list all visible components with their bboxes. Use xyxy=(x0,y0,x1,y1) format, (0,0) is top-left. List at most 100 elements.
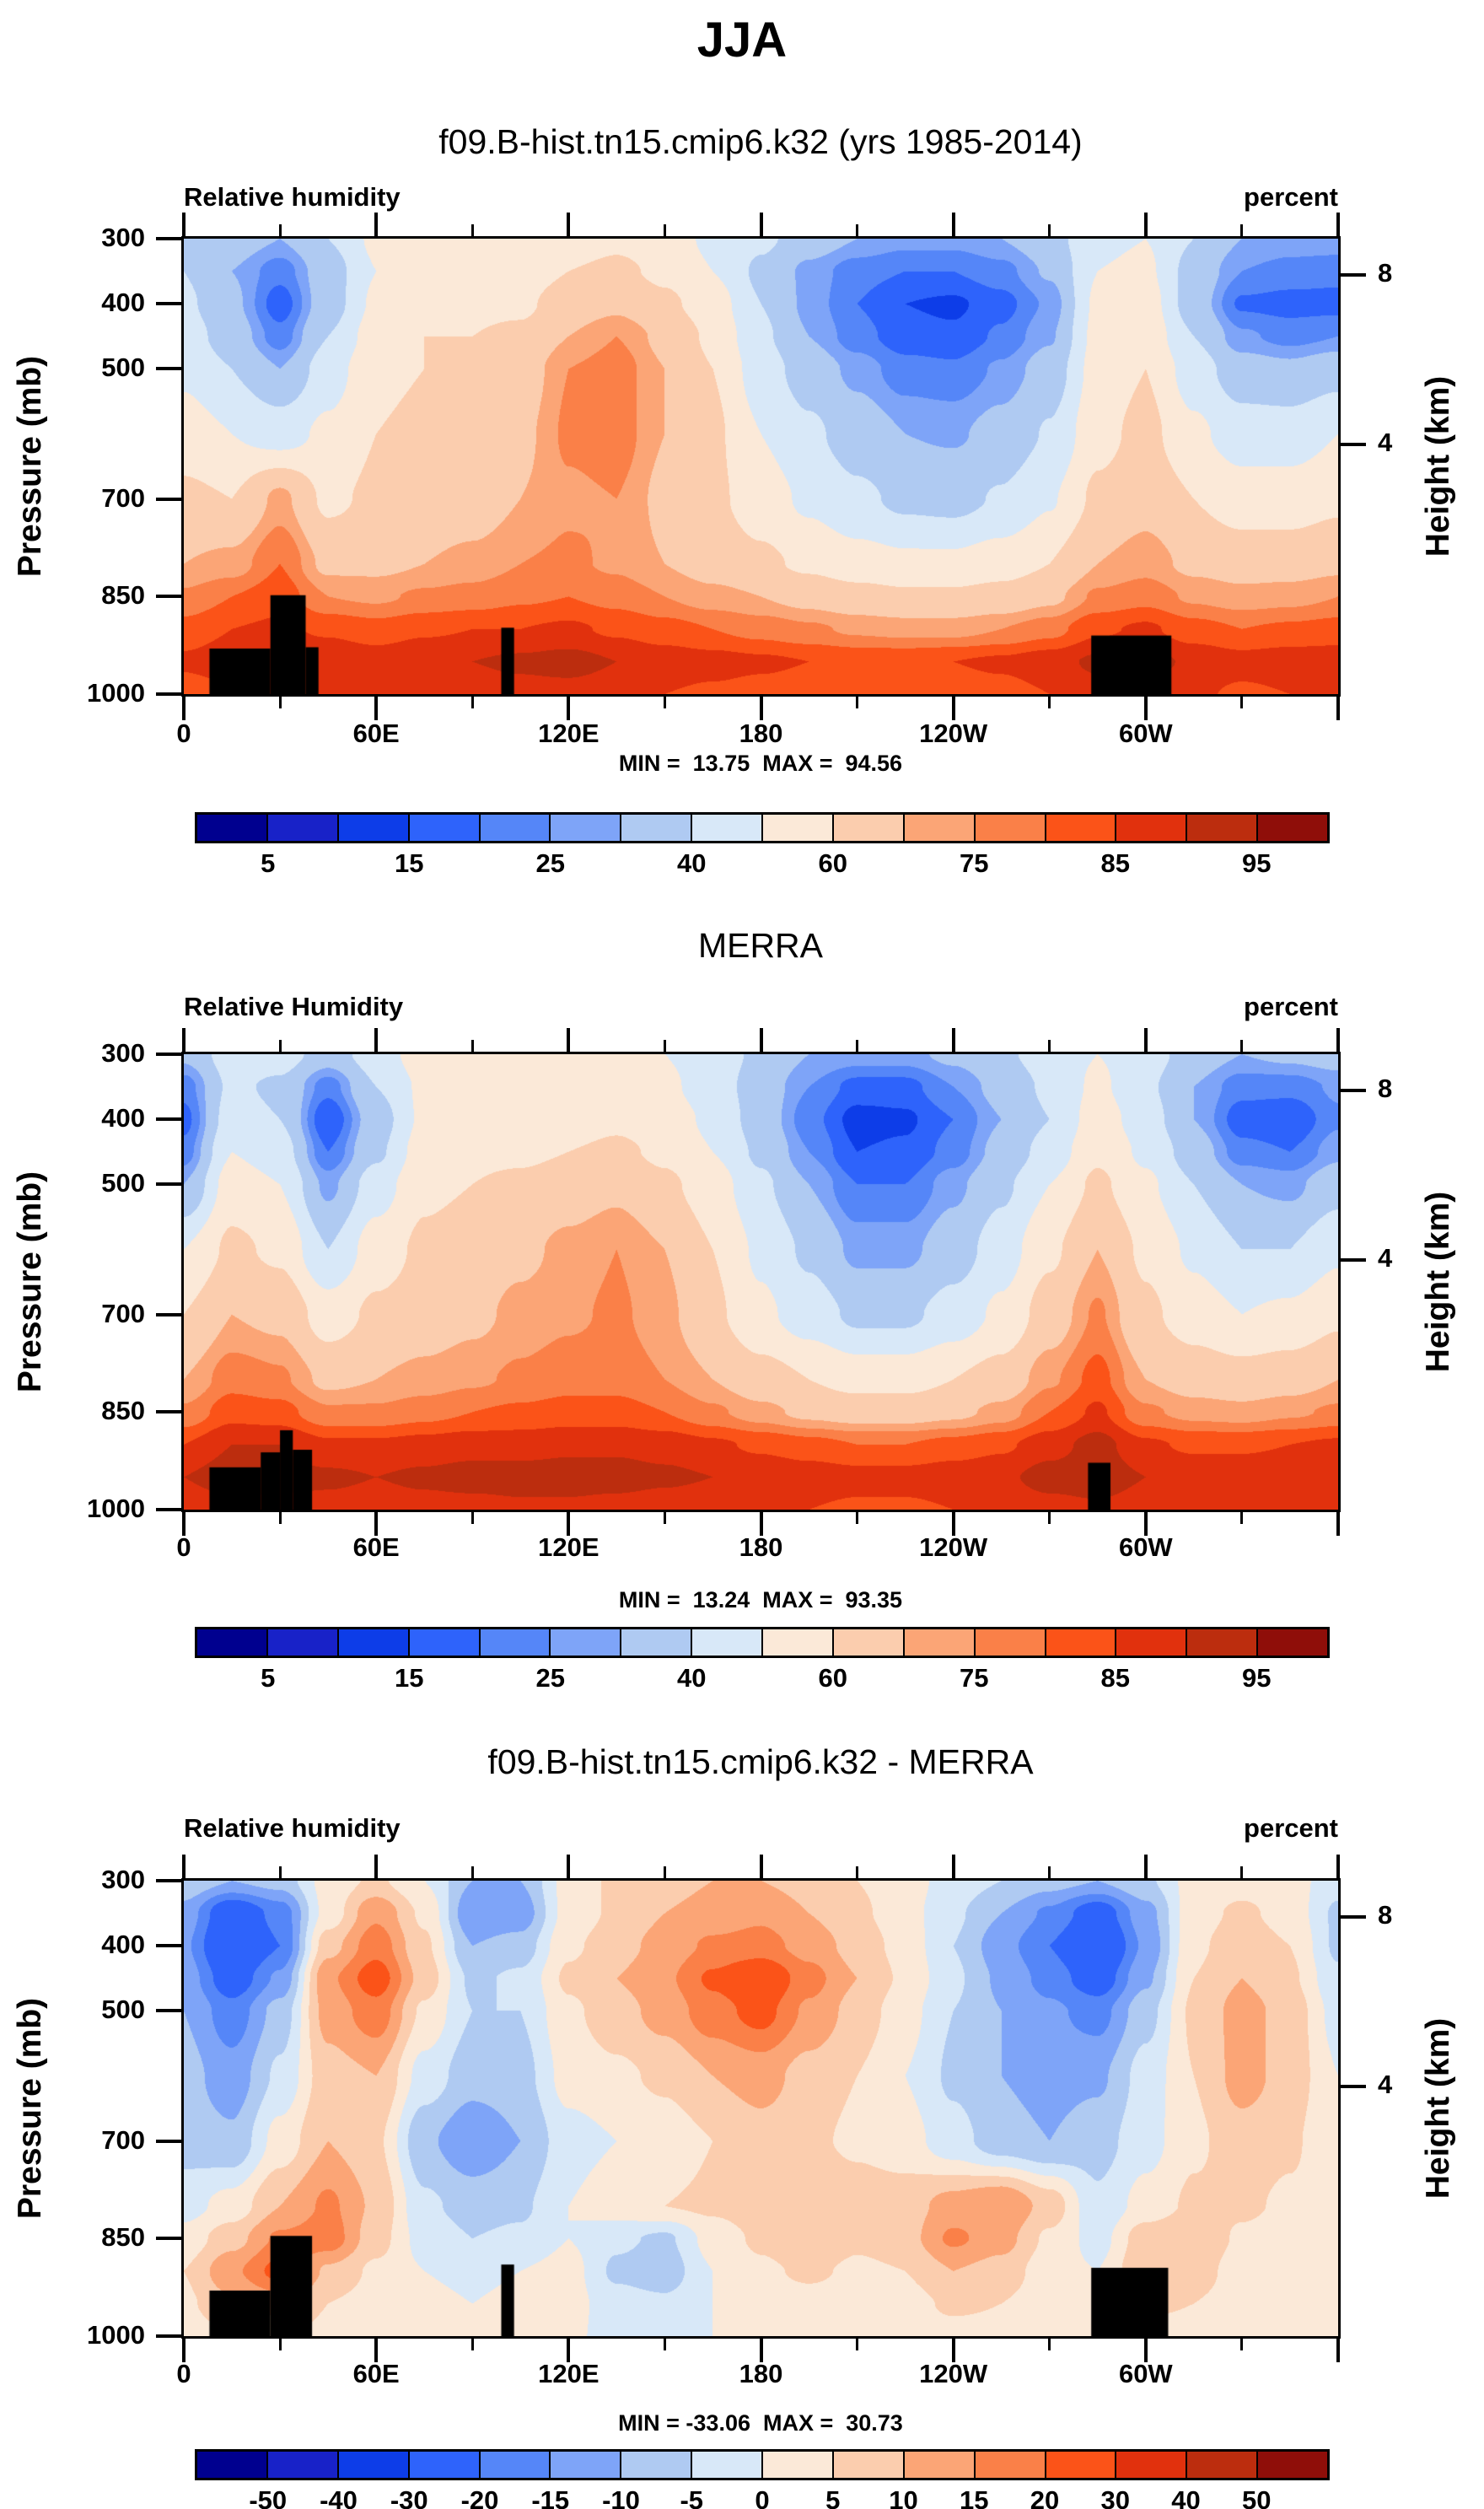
colorbar-cell xyxy=(761,815,832,841)
height-tick xyxy=(1341,1257,1366,1262)
x-tick-major xyxy=(1336,213,1340,236)
pressure-tick xyxy=(156,1182,181,1187)
colorbar-cell xyxy=(478,1629,550,1656)
colorbar xyxy=(195,1627,1330,1658)
minmax-text: MIN = -33.06 MAX = 30.73 xyxy=(618,2410,903,2436)
height-tick-label: 4 xyxy=(1378,1242,1393,1273)
colorbar-label: 40 xyxy=(677,1663,707,1693)
colorbar-label: 40 xyxy=(677,848,707,878)
colorbar-label: 60 xyxy=(818,848,847,878)
colorbar-cell xyxy=(1186,815,1257,841)
x-tick-minor xyxy=(278,224,282,236)
pressure-axis-title: Pressure (mb) xyxy=(12,355,48,578)
x-tick-major xyxy=(1143,697,1148,720)
colorbar-label: -10 xyxy=(602,2485,640,2509)
height-tick xyxy=(1341,2084,1366,2088)
colorbar-cell xyxy=(1044,815,1116,841)
pressure-tick-label: 850 xyxy=(101,580,145,611)
colorbar-cell xyxy=(831,2452,903,2478)
colorbar-cell xyxy=(1044,2452,1116,2478)
pressure-tick-label: 700 xyxy=(101,482,145,513)
height-tick-label: 4 xyxy=(1378,2069,1393,2099)
colorbar-label: 25 xyxy=(535,1663,565,1693)
colorbar-label: 75 xyxy=(960,1663,989,1693)
colorbar-label: 15 xyxy=(395,1663,424,1693)
x-tick-minor xyxy=(1240,2339,1244,2350)
x-tick-major xyxy=(951,1028,955,1052)
xtick-label: 60E xyxy=(352,719,400,748)
pressure-tick xyxy=(156,2237,181,2241)
colorbar-cell xyxy=(1256,1629,1327,1656)
xtick-label: 120E xyxy=(538,719,600,748)
plot-frame xyxy=(181,236,1341,697)
xtick-label: 180 xyxy=(739,2359,783,2388)
colorbar-label: 75 xyxy=(960,848,989,878)
colorbar-cell xyxy=(973,1629,1045,1656)
colorbar-cell xyxy=(549,1629,621,1656)
x-tick-major xyxy=(374,1512,379,1536)
xtick-label: 120W xyxy=(919,2359,988,2388)
panel-title: f09.B-hist.tn15.cmip6.k32 - MERRA xyxy=(487,1742,1034,1781)
colorbar-label: 95 xyxy=(1242,848,1272,878)
colorbar-label: 40 xyxy=(1171,2485,1201,2509)
pressure-tick xyxy=(156,1944,181,1948)
xtick-label: 180 xyxy=(739,1532,783,1562)
x-tick-major xyxy=(1143,1855,1148,1878)
colorbar-label: 5 xyxy=(261,848,276,878)
unit-label: percent xyxy=(1244,992,1338,1021)
xtick-label: 0 xyxy=(176,1532,191,1562)
pressure-tick-label: 1000 xyxy=(87,678,145,708)
minmax-text: MIN = 13.75 MAX = 94.56 xyxy=(618,751,903,776)
height-tick xyxy=(1341,1089,1366,1093)
minmax-text: MIN = 13.24 MAX = 93.35 xyxy=(618,1587,903,1613)
contour-field-canvas xyxy=(184,1881,1338,2336)
height-tick-label: 8 xyxy=(1378,1900,1393,1930)
colorbar-cell xyxy=(973,815,1045,841)
pressure-tick xyxy=(156,1879,181,1882)
x-tick-minor xyxy=(663,697,666,708)
pressure-tick xyxy=(156,1508,181,1511)
height-tick-label: 4 xyxy=(1378,427,1393,457)
pressure-tick-label: 850 xyxy=(101,1396,145,1426)
x-tick-minor xyxy=(1240,1866,1244,1878)
x-tick-major xyxy=(182,1028,186,1052)
xtick-label: 60W xyxy=(1118,1532,1173,1562)
xtick-label: 120E xyxy=(538,2359,600,2388)
colorbar-label: 15 xyxy=(960,2485,989,2509)
pressure-tick xyxy=(156,1312,181,1316)
x-tick-major xyxy=(182,1855,186,1878)
x-tick-major xyxy=(951,1512,955,1536)
colorbar xyxy=(195,2449,1330,2480)
pressure-tick-label: 1000 xyxy=(87,1494,145,1523)
x-tick-minor xyxy=(1048,1040,1051,1052)
pressure-tick xyxy=(156,2139,181,2143)
pressure-tick xyxy=(156,1410,181,1414)
x-tick-major xyxy=(567,1028,571,1052)
x-tick-major xyxy=(182,2339,186,2362)
colorbar-cell xyxy=(336,815,408,841)
x-tick-major xyxy=(567,697,571,720)
x-tick-major xyxy=(1336,2339,1340,2362)
colorbar-cell xyxy=(1186,2452,1257,2478)
plot-frame xyxy=(181,1052,1341,1512)
main-title: JJA xyxy=(696,13,788,67)
colorbar-cell xyxy=(266,815,337,841)
colorbar-cell xyxy=(691,815,761,841)
colorbar-cell xyxy=(407,2452,479,2478)
pressure-tick xyxy=(156,692,181,696)
pressure-tick-label: 500 xyxy=(101,353,145,383)
x-tick-minor xyxy=(470,1866,474,1878)
colorbar-cell xyxy=(478,815,550,841)
unit-label: percent xyxy=(1244,1813,1338,1843)
colorbar-cell xyxy=(1115,2452,1186,2478)
colorbar-cell xyxy=(902,815,974,841)
pressure-axis-title: Pressure (mb) xyxy=(12,1171,48,1393)
colorbar-label: 85 xyxy=(1100,848,1130,878)
x-tick-major xyxy=(951,213,955,236)
x-tick-minor xyxy=(470,2339,474,2350)
x-tick-major xyxy=(374,1855,379,1878)
colorbar-label: -20 xyxy=(460,2485,499,2509)
pressure-tick-label: 850 xyxy=(101,2222,145,2253)
pressure-tick-label: 300 xyxy=(101,1865,145,1894)
